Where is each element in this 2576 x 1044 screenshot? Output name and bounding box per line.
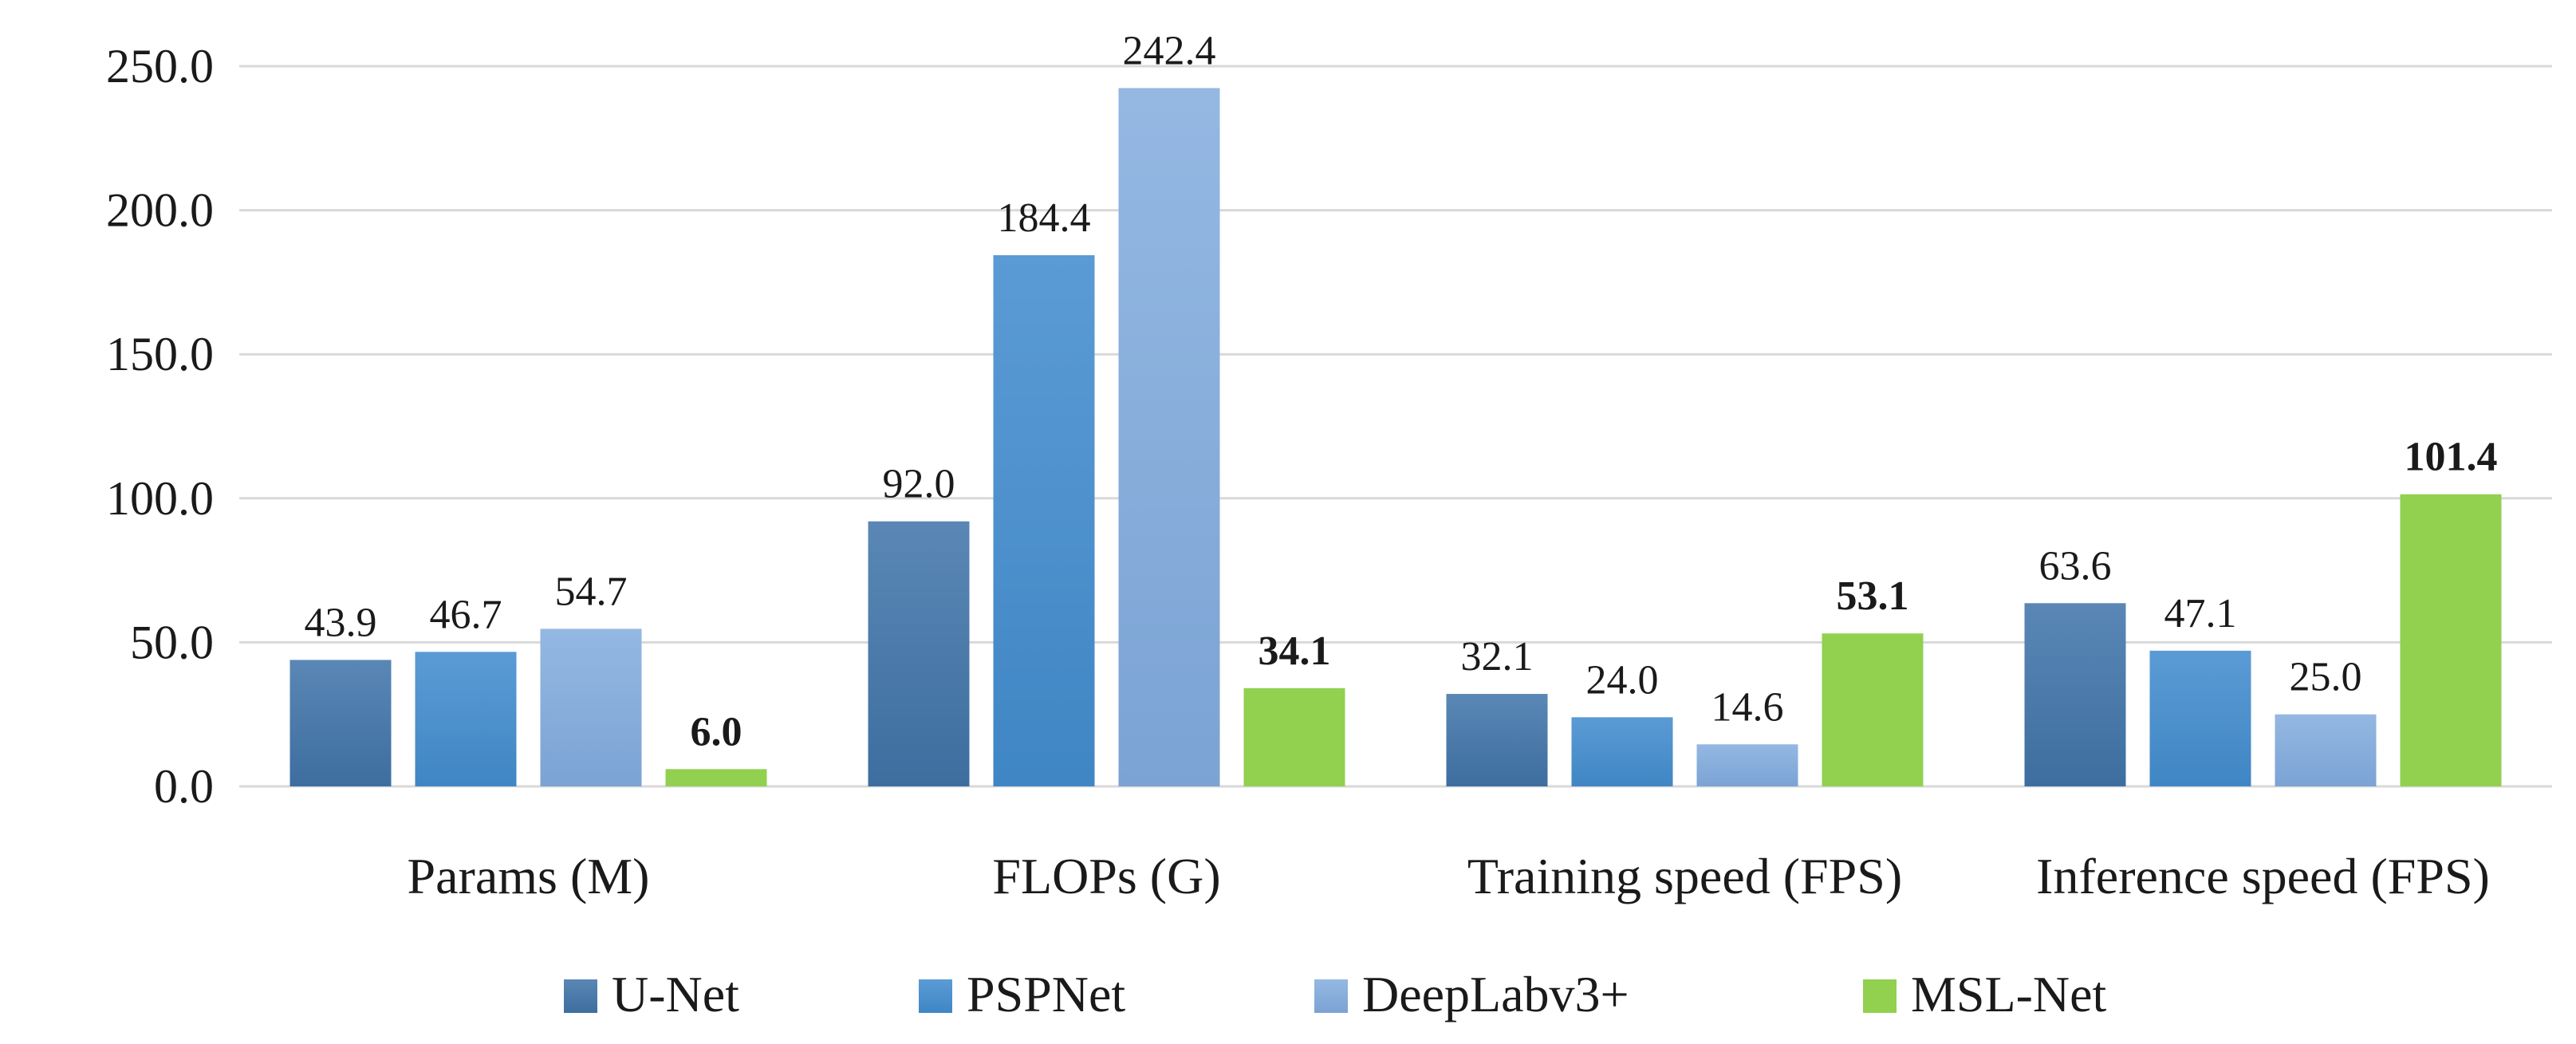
bar-u-net-params-m [290, 660, 392, 786]
bar-deeplabv3-flops-g [1118, 88, 1220, 787]
data-labels: 43.9 46.7 54.7 6.0 92.0 184.4 242.4 34.1 32.1 24.… [305, 28, 2498, 754]
legend-label-deeplabv3: DeepLabv3+ [1362, 966, 1629, 1022]
category-label-params-m: Params (M) [408, 848, 650, 904]
data-label-pspnet-params-m: 46.7 [430, 592, 502, 637]
data-label-u-net-flops-g: 92.0 [883, 462, 955, 507]
bar-pspnet-training-speed-fps [1571, 717, 1673, 786]
data-label-u-net-training-speed-fps: 32.1 [1461, 634, 1534, 680]
bar-pspnet-inference-speed-fps [2149, 650, 2251, 786]
y-tick-label: 250.0 [106, 40, 214, 93]
bar-u-net-flops-g [868, 521, 970, 786]
y-tick-label: 100.0 [106, 472, 214, 525]
legend: U-Net PSPNet DeepLabv3+ MSL-Net [564, 966, 2107, 1022]
category-label-training-speed-fps: Training speed (FPS) [1467, 848, 1902, 904]
data-label-pspnet-flops-g: 184.4 [998, 195, 1091, 241]
data-label-pspnet-inference-speed-fps: 47.1 [2164, 591, 2237, 636]
y-tick-label: 200.0 [106, 184, 214, 237]
data-label-pspnet-training-speed-fps: 24.0 [1586, 657, 1659, 703]
legend-swatch-pspnet [919, 979, 952, 1013]
data-label-deeplabv3-flops-g: 242.4 [1123, 28, 1216, 73]
legend-label-pspnet: PSPNet [967, 966, 1125, 1022]
bar-msl-net-training-speed-fps [1822, 633, 1924, 786]
bar-deeplabv3-params-m [540, 628, 642, 786]
category-label-inference-speed-fps: Inference speed (FPS) [2036, 848, 2490, 904]
data-label-deeplabv3-params-m: 54.7 [555, 569, 628, 614]
data-label-u-net-inference-speed-fps: 63.6 [2039, 543, 2112, 589]
bar-u-net-inference-speed-fps [2024, 603, 2126, 786]
y-tick-label: 50.0 [130, 616, 214, 668]
data-label-deeplabv3-inference-speed-fps: 25.0 [2290, 655, 2362, 700]
bar-msl-net-flops-g [1243, 687, 1345, 786]
bar-msl-net-params-m [665, 769, 767, 786]
bar-msl-net-inference-speed-fps [2400, 494, 2502, 786]
legend-swatch-u-net [564, 979, 597, 1013]
category-labels: Params (M) FLOPs (G) Training speed (FPS) I… [408, 848, 2490, 904]
bar-deeplabv3-training-speed-fps [1696, 744, 1798, 786]
legend-swatch-msl-net [1863, 979, 1897, 1013]
bars [290, 88, 2502, 787]
y-tick-label: 150.0 [106, 328, 214, 380]
category-label-flops-g: FLOPs (G) [992, 848, 1220, 904]
legend-label-msl-net: MSL-Net [1911, 966, 2107, 1022]
data-label-u-net-params-m: 43.9 [305, 600, 377, 645]
data-label-deeplabv3-training-speed-fps: 14.6 [1711, 684, 1784, 730]
legend-label-u-net: U-Net [612, 966, 739, 1022]
y-tick-label: 0.0 [154, 760, 214, 813]
bar-deeplabv3-inference-speed-fps [2275, 714, 2377, 786]
legend-swatch-deeplabv3 [1314, 979, 1348, 1013]
y-axis-ticks: 0.0 50.0 100.0 150.0 200.0 250.0 [106, 40, 214, 813]
bar-pspnet-params-m [415, 652, 517, 786]
bar-u-net-training-speed-fps [1446, 694, 1548, 786]
data-label-msl-net-training-speed-fps: 53.1 [1837, 573, 1909, 619]
data-label-msl-net-flops-g: 34.1 [1258, 628, 1331, 674]
data-label-msl-net-params-m: 6.0 [691, 709, 742, 754]
bar-pspnet-flops-g [993, 254, 1095, 786]
data-label-msl-net-inference-speed-fps: 101.4 [2405, 435, 2498, 480]
